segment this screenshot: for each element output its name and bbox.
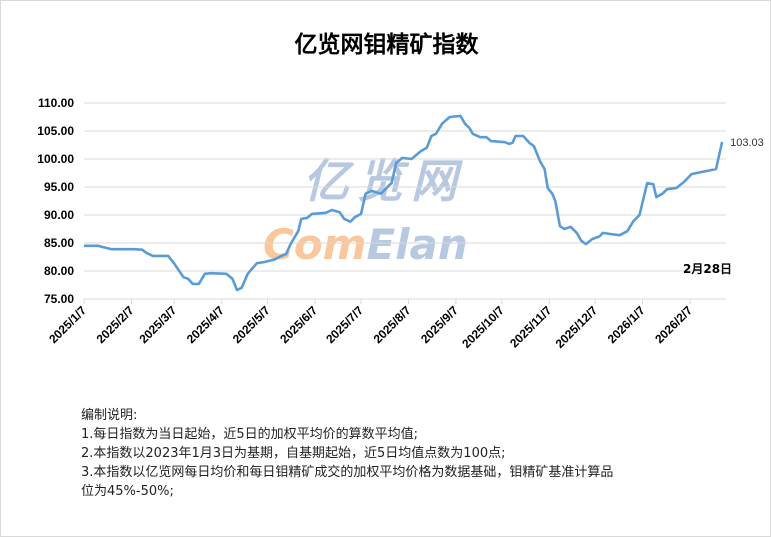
x-tick-label: 2026/2/7: [652, 303, 695, 346]
y-tick-label: 105.00: [37, 124, 74, 138]
date-annotation: 2月28日: [683, 262, 732, 276]
series-line: [84, 114, 724, 292]
x-tick-label: 2025/12/7: [553, 303, 601, 351]
y-tick-label: 100.00: [37, 152, 74, 166]
chart-title: 亿览网钼精矿指数: [294, 31, 479, 58]
y-tick-label: 80.00: [44, 264, 74, 278]
notes: 编制说明: 1.每日指数为当日起始，近5日的加权平均价的算数平均值; 2.本指数…: [81, 406, 691, 501]
note-line: 3.本指数以亿览网每日均价和每日钼精矿成交的加权平均价格为数据基础，钼精矿基准计…: [81, 465, 614, 480]
x-tick-label: 2025/2/7: [94, 303, 137, 346]
x-tick-label: 2025/11/7: [507, 303, 554, 350]
x-tick-label: 2025/5/7: [230, 303, 273, 346]
y-axis: 75.00 80.00 85.00 90.00 95.00 100.00 105.00 110…: [37, 96, 74, 306]
y-tick-label: 90.00: [44, 208, 74, 222]
note-line: 位为45%-50%;: [81, 484, 174, 499]
x-tick-label: 2026/1/7: [605, 303, 648, 346]
x-tick-label: 2025/3/7: [136, 303, 179, 346]
watermark: 亿览网 ComElan: [263, 154, 468, 269]
x-tick-label: 2025/10/7: [459, 303, 507, 351]
watermark-en-b: Elan: [366, 220, 467, 269]
x-tick-label: 2025/6/7: [277, 303, 320, 346]
x-tick-label: 2025/8/7: [371, 303, 414, 346]
watermark-cn: 亿览网: [303, 154, 465, 208]
x-axis: 2025/1/7 2025/2/7 2025/3/7 2025/4/7 2025/5/7…: [46, 298, 726, 351]
notes-heading: 编制说明:: [81, 408, 138, 423]
note-line: 1.每日指数为当日起始，近5日的加权平均价的算数平均值;: [81, 427, 419, 442]
y-tick-label: 75.00: [44, 292, 74, 306]
watermark-en-a: Com: [263, 220, 366, 269]
y-tick-label: 85.00: [44, 236, 74, 250]
end-value-label: 103.03: [730, 137, 764, 149]
watermark-en: ComElan: [263, 220, 468, 269]
x-tick-label: 2025/4/7: [184, 303, 227, 346]
y-tick-label: 110.00: [38, 96, 74, 110]
x-tick-label: 2025/7/7: [323, 303, 366, 346]
x-tick-label: 2025/9/7: [418, 303, 461, 346]
y-tick-label: 95.00: [44, 180, 74, 194]
x-tick-label: 2025/1/7: [46, 303, 89, 346]
note-line: 2.本指数以2023年1月3日为基期，自基期起始，近5日均值点数为100点;: [81, 446, 506, 461]
